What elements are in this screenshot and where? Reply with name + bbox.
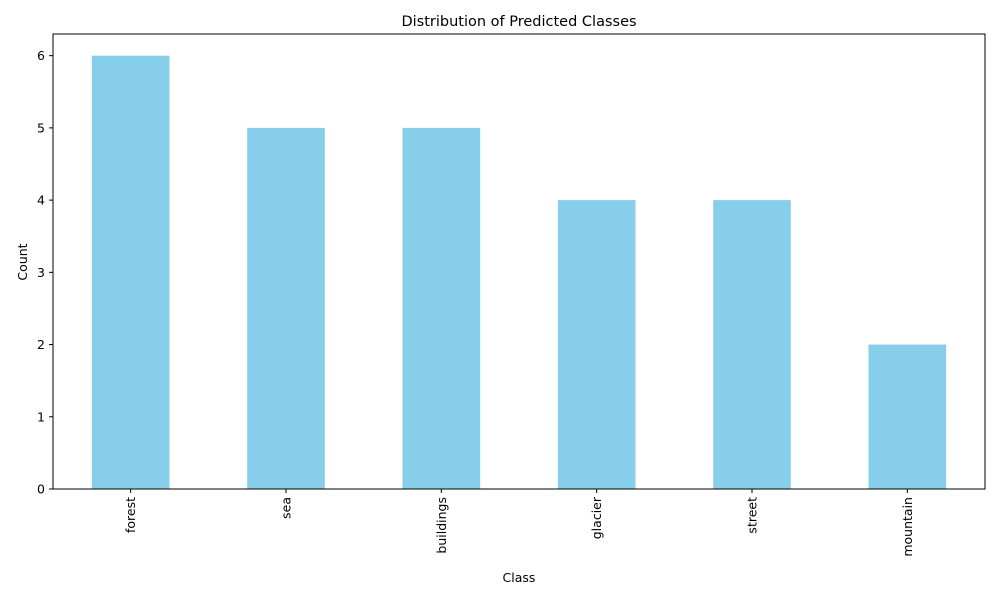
bar-sea (247, 127, 325, 489)
y-tick-label: 5 (37, 120, 45, 135)
bar-forest (91, 55, 170, 490)
y-tick-label: 2 (37, 337, 45, 352)
x-tick-label: sea (279, 497, 294, 519)
bar-buildings (402, 127, 481, 489)
x-tick-label: mountain (900, 497, 915, 557)
chart-title: Distribution of Predicted Classes (401, 14, 636, 30)
bar-glacier (557, 200, 636, 489)
y-tick-label: 6 (37, 48, 45, 63)
bar-mountain (868, 344, 947, 489)
x-tick-label: street (745, 497, 760, 534)
y-tick-label: 0 (37, 482, 45, 497)
y-tick-label: 1 (37, 409, 45, 424)
x-axis-label: Class (503, 570, 536, 585)
plot-area: 0 1 2 3 4 5 6 forest sea buildings glacier street mo… (37, 33, 986, 557)
x-tick-label: buildings (434, 497, 449, 554)
axes-frame (52, 33, 986, 490)
x-tick-label: forest (123, 497, 138, 533)
x-tick-label: glacier (589, 496, 604, 539)
y-tick-label: 3 (37, 265, 45, 280)
y-axis-label: Count (15, 243, 30, 280)
y-tick-label: 4 (37, 193, 45, 208)
bar-street (713, 200, 791, 489)
